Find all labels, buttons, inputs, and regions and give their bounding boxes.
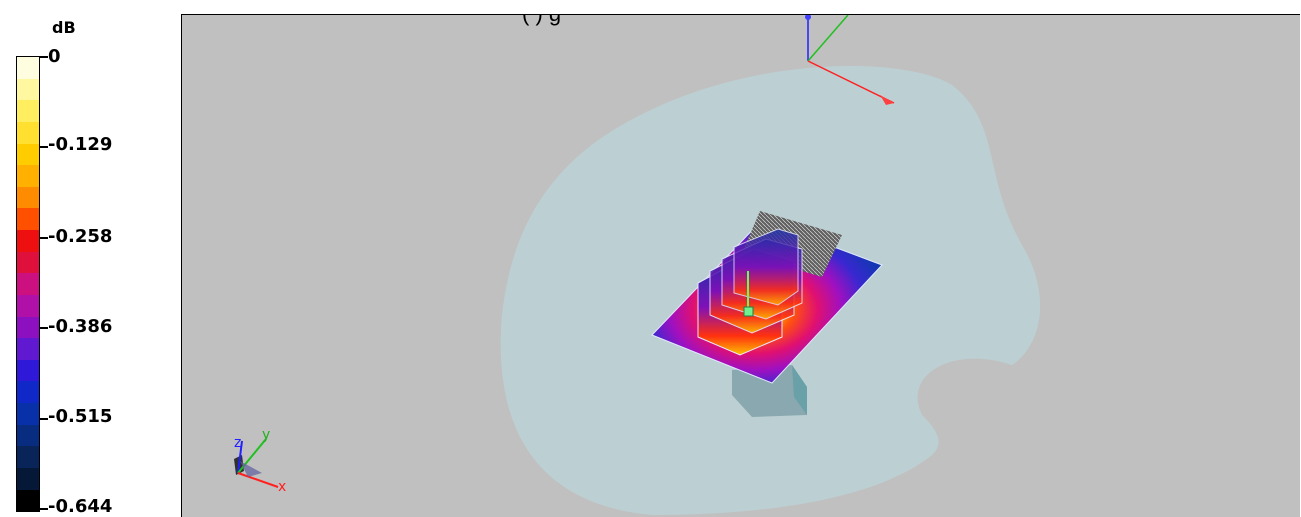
support-column: [732, 365, 807, 417]
field-wall: [733, 228, 799, 306]
field-scene: z y x: [234, 15, 1041, 515]
legend-color-swatch: [17, 316, 39, 339]
legend-color-swatch: [17, 208, 39, 230]
legend-tick-4: -0.515: [48, 406, 113, 427]
axis-label-z: z: [234, 435, 241, 451]
legend-tick-2: -0.258: [48, 226, 113, 247]
legend-color-swatch: [17, 186, 39, 209]
axis-label-x: x: [278, 479, 286, 495]
legend-color-swatch: [17, 424, 39, 447]
legend-color-swatch: [17, 100, 39, 122]
legend-tick-1: -0.129: [48, 134, 113, 155]
legend-tick-mark: [40, 56, 48, 58]
probe-marker: [743, 306, 754, 317]
axis-label-y: y: [262, 427, 270, 443]
color-bar: [16, 56, 40, 512]
legend-color-swatch: [17, 165, 39, 187]
legend-tick-0: 0: [48, 46, 61, 67]
legend-tick-mark: [40, 418, 48, 420]
legend-color-swatch: [17, 403, 39, 425]
legend-tick-mark: [40, 146, 48, 148]
legend-tick-3: -0.386: [48, 316, 113, 337]
legend-tick-5: -0.644: [48, 496, 113, 517]
axis-triad-icon: [805, 15, 895, 105]
legend-tick-mark: [40, 237, 48, 239]
legend-unit-label: dB: [52, 18, 76, 37]
legend-color-swatch: [17, 446, 39, 468]
legend-color-swatch: [17, 467, 39, 490]
color-legend: dB 0 -0.129 -0.258 -0.386 -0.515 -0.644: [0, 0, 180, 516]
legend-color-swatch: [17, 489, 39, 512]
viewport-caption: ( ) g: [522, 15, 561, 25]
legend-color-swatch: [17, 121, 39, 144]
legend-color-swatch: [17, 251, 39, 274]
legend-color-swatch: [17, 57, 39, 79]
3d-viewport[interactable]: ( ) g: [181, 14, 1300, 517]
legend-color-swatch: [17, 143, 39, 166]
legend-tick-mark: [40, 327, 48, 329]
legend-color-swatch: [17, 294, 39, 317]
legend-color-swatch: [17, 273, 39, 295]
legend-tick-mark: [40, 508, 48, 510]
legend-color-swatch: [17, 230, 39, 252]
legend-color-swatch: [17, 359, 39, 382]
legend-color-swatch: [17, 78, 39, 101]
orientation-axes-icon: z y x: [234, 427, 286, 495]
legend-color-swatch: [17, 381, 39, 403]
legend-color-swatch: [17, 338, 39, 360]
